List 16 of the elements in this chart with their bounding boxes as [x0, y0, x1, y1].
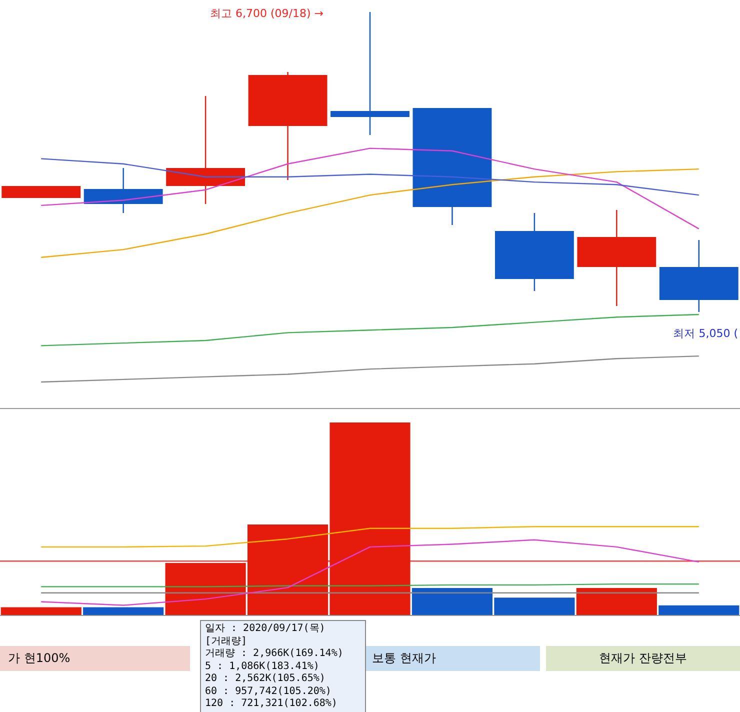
- annotation: 최저 5,050 (: [673, 326, 738, 341]
- text: 일자 : 2020/09/17(목): [205, 623, 326, 636]
- text: 20 : 2,562K(105.65%): [205, 673, 326, 686]
- text: 보통 현재가: [364, 646, 540, 671]
- annotation: 최고 6,700 (09/18) →: [210, 6, 324, 21]
- bar: [83, 607, 164, 615]
- text: 120 : 721,321(102.68%): [205, 698, 338, 710]
- text: 5 : 1,086K(183.41%): [205, 660, 320, 673]
- bar: [576, 588, 657, 615]
- text: [거래량]: [205, 636, 248, 648]
- bar: [0, 607, 82, 615]
- text: 60 : 957,742(105.20%): [205, 686, 332, 698]
- text: 거래량 : 2,966K(169.14%): [205, 648, 344, 660]
- text: 현재가 잔량전부: [546, 646, 740, 671]
- text: 가 현100%: [0, 646, 190, 671]
- bar: [658, 605, 740, 615]
